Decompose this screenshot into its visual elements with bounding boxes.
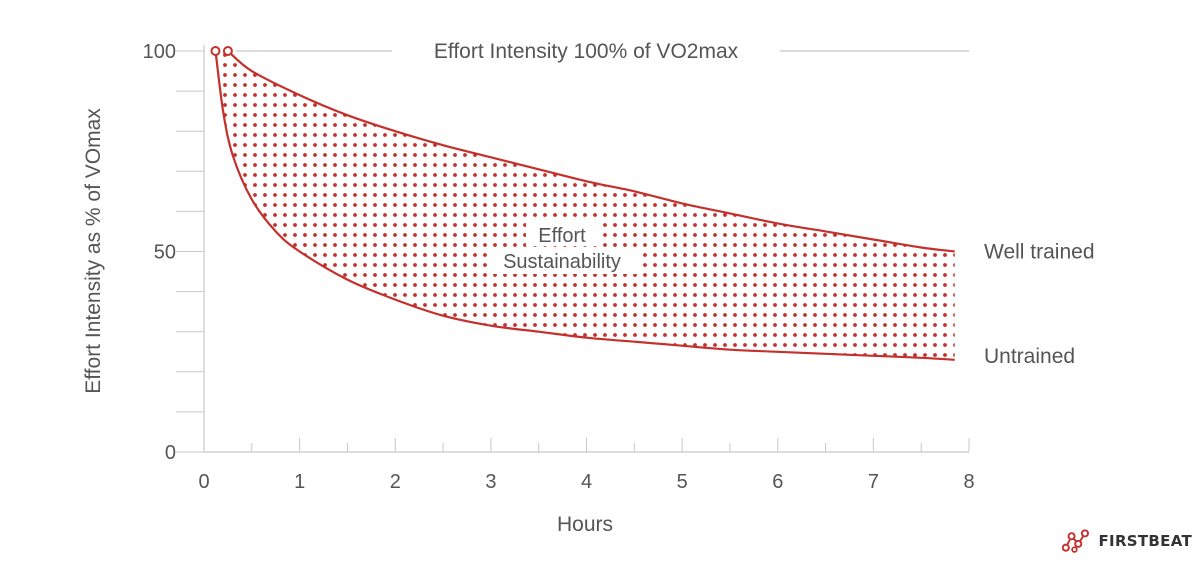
reference-line-label: Effort Intensity 100% of VO2max <box>434 40 739 63</box>
region-label-bg <box>526 222 598 246</box>
x-tick-label: 3 <box>485 471 496 493</box>
x-tick-label: 1 <box>294 471 305 493</box>
y-tick-label: 0 <box>165 442 176 464</box>
series-line-untrained <box>214 50 955 361</box>
start-marker <box>210 46 221 56</box>
brand-logo: FIRSTBEAT <box>1062 527 1192 555</box>
logo-text: FIRSTBEAT <box>1098 532 1192 550</box>
x-tick-label: 0 <box>198 471 209 493</box>
firstbeat-node-icon <box>1062 529 1089 553</box>
start-marker <box>222 46 233 56</box>
y-axis-title: Effort Intensity as % of VOmax <box>82 108 105 394</box>
series-lines <box>214 50 955 361</box>
series-label-well-trained: Well trained <box>984 241 1095 264</box>
x-tick-label: 8 <box>963 471 974 493</box>
chart-text: Effort Intensity 100% of VO2max 0 50 100 0 1 2… <box>82 40 1095 536</box>
x-tick-label: 4 <box>581 471 592 493</box>
x-tick-label: 7 <box>868 471 879 493</box>
effort-sustainability-area <box>215 51 955 360</box>
region-label-line-2: Sustainability <box>503 251 621 273</box>
y-tick-label: 50 <box>154 242 176 264</box>
region-label-bg <box>488 248 638 274</box>
y-tick-label: 100 <box>143 41 176 63</box>
markers <box>210 46 233 56</box>
x-tick-label: 5 <box>677 471 688 493</box>
axes <box>176 45 970 453</box>
region-label-line-1: Effort <box>538 225 586 247</box>
x-tick-label: 2 <box>390 471 401 493</box>
series-label-untrained: Untrained <box>984 345 1075 368</box>
x-axis-title: Hours <box>557 513 613 536</box>
x-tick-label: 6 <box>772 471 783 493</box>
series-line-well-trained <box>227 50 955 253</box>
shaded-region <box>215 51 955 360</box>
